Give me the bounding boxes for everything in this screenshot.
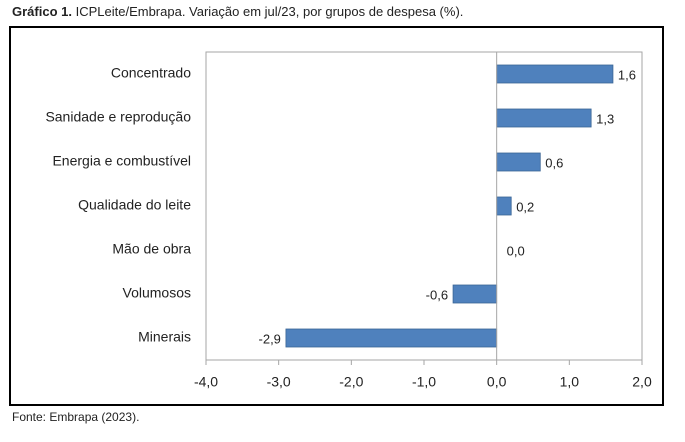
x-tick-label: -1,0 xyxy=(412,374,436,390)
y-tick-label: Sanidade e reprodução xyxy=(45,109,191,125)
y-tick-label: Mão de obra xyxy=(112,241,191,257)
x-tick-label: -3,0 xyxy=(267,374,291,390)
bar xyxy=(496,152,541,172)
bar xyxy=(496,64,614,84)
y-tick-label: Qualidade do leite xyxy=(78,197,191,213)
value-label: 0,2 xyxy=(516,199,534,214)
y-tick-label: Volumosos xyxy=(123,285,191,301)
value-label: 0,6 xyxy=(545,155,563,170)
title-text: ICPLeite/Embrapa. Variação em jul/23, po… xyxy=(76,4,464,19)
bar xyxy=(496,108,592,128)
y-tick-label: Energia e combustível xyxy=(52,153,191,169)
value-label: -0,6 xyxy=(426,287,448,302)
x-tick-label: -2,0 xyxy=(339,374,363,390)
bar xyxy=(285,328,498,348)
value-label: 1,6 xyxy=(618,67,636,82)
value-label: -2,9 xyxy=(259,331,281,346)
x-tick-label: 1,0 xyxy=(560,374,580,390)
value-label: 0,0 xyxy=(507,243,525,258)
x-tick-label: -4,0 xyxy=(194,374,218,390)
plot-area xyxy=(205,51,643,361)
y-tick-label: Concentrado xyxy=(111,65,191,81)
value-label: 1,3 xyxy=(596,111,614,126)
frame xyxy=(9,26,664,406)
x-tick-label: 2,0 xyxy=(632,374,652,390)
x-tick-label: 0,0 xyxy=(487,374,507,390)
title-label: Gráfico 1. xyxy=(12,4,72,19)
bar xyxy=(452,284,498,304)
source: Fonte: Embrapa (2023). xyxy=(12,410,139,424)
y-tick-label: Minerais xyxy=(138,329,191,345)
bar xyxy=(496,196,512,216)
chart-title: Gráfico 1. ICPLeite/Embrapa. Variação em… xyxy=(12,4,463,19)
